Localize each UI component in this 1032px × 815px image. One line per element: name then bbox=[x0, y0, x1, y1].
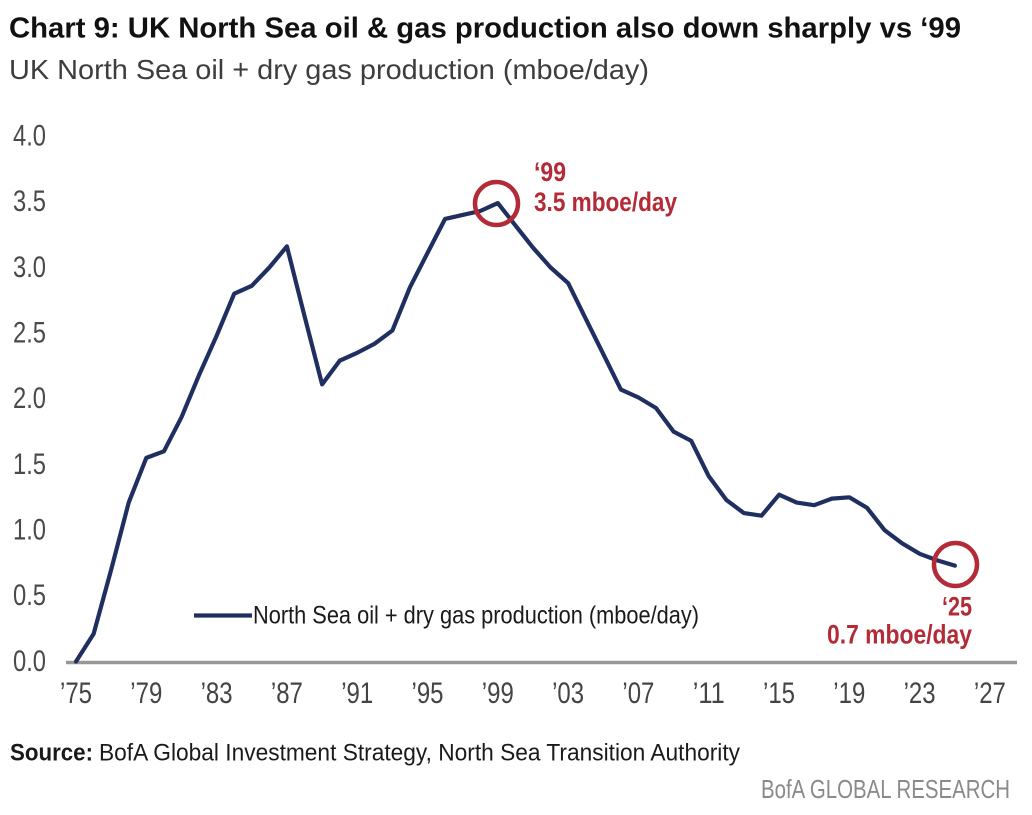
svg-text:’23: ’23 bbox=[904, 677, 936, 710]
svg-text:’03: ’03 bbox=[552, 677, 584, 710]
svg-text:BofA Global Investment Strateg: BofA Global Investment Strategy, North S… bbox=[99, 740, 740, 767]
svg-text:Chart 9: UK North Sea oil & ga: Chart 9: UK North Sea oil & gas producti… bbox=[9, 13, 961, 45]
svg-text:0.5: 0.5 bbox=[13, 579, 46, 612]
svg-text:’79: ’79 bbox=[130, 677, 162, 710]
svg-text:North Sea oil + dry gas produc: North Sea oil + dry gas production (mboe… bbox=[253, 602, 699, 630]
svg-text:0.7 mboe/day: 0.7 mboe/day bbox=[827, 620, 972, 650]
svg-text:3.5 mboe/day: 3.5 mboe/day bbox=[534, 187, 677, 217]
svg-text:‘99: ‘99 bbox=[534, 157, 566, 187]
svg-text:’95: ’95 bbox=[412, 677, 444, 710]
svg-text:’75: ’75 bbox=[60, 677, 92, 710]
svg-text:’27: ’27 bbox=[974, 677, 1006, 710]
svg-text:’91: ’91 bbox=[341, 677, 373, 710]
svg-text:1.5: 1.5 bbox=[13, 448, 46, 481]
svg-text:4.0: 4.0 bbox=[13, 120, 46, 153]
svg-text:UK North Sea oil + dry gas pro: UK North Sea oil + dry gas production (m… bbox=[9, 54, 649, 85]
svg-text:‘25: ‘25 bbox=[942, 592, 972, 622]
svg-text:Source:: Source: bbox=[10, 740, 93, 767]
svg-text:2.5: 2.5 bbox=[13, 317, 46, 350]
svg-text:3.5: 3.5 bbox=[13, 185, 46, 218]
svg-text:BofA GLOBAL RESEARCH: BofA GLOBAL RESEARCH bbox=[761, 774, 1010, 804]
svg-text:0.0: 0.0 bbox=[13, 645, 46, 678]
svg-text:’83: ’83 bbox=[201, 677, 233, 710]
svg-text:’15: ’15 bbox=[763, 677, 795, 710]
svg-text:1.0: 1.0 bbox=[13, 514, 46, 547]
svg-text:’87: ’87 bbox=[271, 677, 303, 710]
svg-text:’99: ’99 bbox=[482, 677, 514, 710]
svg-text:’07: ’07 bbox=[622, 677, 654, 710]
svg-text:’19: ’19 bbox=[833, 677, 865, 710]
svg-text:3.0: 3.0 bbox=[13, 251, 46, 284]
svg-text:’11: ’11 bbox=[693, 677, 725, 710]
svg-text:2.0: 2.0 bbox=[13, 382, 46, 415]
